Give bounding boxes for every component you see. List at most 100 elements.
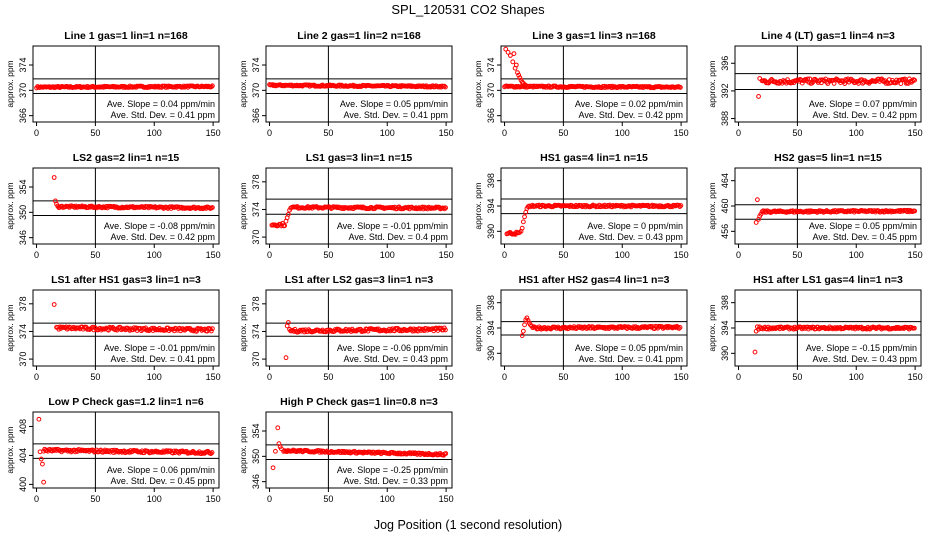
- x-tick-label: 50: [558, 372, 568, 382]
- data-point: [443, 327, 448, 333]
- x-tick-label: 100: [615, 250, 630, 260]
- data-point: [754, 324, 760, 330]
- slope-annotation: Ave. Slope = -0.15 ppm/min: [806, 343, 917, 353]
- data-point: [40, 461, 45, 467]
- panel-8: HS2 gas=5 lin=1 n=15 0 50 100 150 456 460 464ap…: [707, 152, 923, 260]
- data-point: [676, 326, 682, 331]
- y-axis-label: approx. ppm: [707, 304, 717, 351]
- data-point: [524, 315, 530, 321]
- slope-annotation: Ave. Slope = 0.06 ppm/min: [107, 465, 215, 475]
- data-point: [51, 302, 57, 307]
- slope-annotation: Ave. Slope = -0.01 ppm/min: [104, 343, 215, 353]
- x-tick-label: 50: [323, 372, 333, 382]
- x-tick-label: 0: [502, 250, 507, 260]
- x-tick-label: 150: [206, 250, 221, 260]
- x-axis-title: Jog Position (1 second resolution): [373, 518, 563, 532]
- y-tick-label: 370: [251, 230, 261, 245]
- data-point: [901, 77, 907, 83]
- data-point: [834, 325, 840, 330]
- y-axis-label: approx. ppm: [5, 426, 15, 473]
- y-tick-label: 374: [251, 202, 261, 217]
- y-axis-label: approx. ppm: [238, 182, 248, 229]
- x-tick-label: 0: [736, 250, 741, 260]
- x-tick-label: 0: [267, 494, 272, 504]
- data-point: [503, 46, 509, 52]
- std-dev-annotation: Ave. Std. Dev. = 0.42 ppm: [579, 110, 683, 120]
- y-tick-label: 378: [251, 296, 261, 311]
- slope-annotation: Ave. Slope = 0.05 ppm/min: [340, 99, 448, 109]
- data-point: [152, 83, 158, 89]
- panel-title: Line 2 gas=1 lin=2 n=168: [297, 30, 421, 42]
- data-point: [315, 204, 320, 210]
- data-point: [510, 59, 516, 65]
- std-dev-annotation: Ave. Std. Dev. = 0.41 ppm: [579, 354, 683, 364]
- panel-title: HS1 after HS2 gas=4 lin=1 n=3: [519, 274, 670, 286]
- y-tick-label: 394: [486, 320, 496, 335]
- data-point: [678, 203, 684, 208]
- x-tick-label: 50: [90, 494, 100, 504]
- panel-10: LS1 after LS2 gas=3 lin=1 n=3 0 50 100 150 37…: [238, 274, 454, 382]
- data-point: [321, 449, 327, 454]
- slope-annotation: Ave. Slope = 0.04 ppm/min: [107, 99, 215, 109]
- y-tick-label: 370: [18, 352, 28, 367]
- x-tick-label: 150: [674, 372, 689, 382]
- x-tick-label: 150: [674, 128, 689, 138]
- std-dev-annotation: Ave. Std. Dev. = 0.43 ppm: [344, 354, 448, 364]
- y-tick-label: 398: [720, 295, 730, 310]
- data-point: [273, 448, 278, 454]
- data-point: [505, 49, 511, 55]
- data-point: [602, 85, 608, 90]
- data-point: [391, 205, 397, 211]
- data-point: [412, 206, 418, 211]
- data-point: [526, 203, 532, 209]
- data-point: [912, 208, 918, 214]
- data-point: [519, 333, 525, 339]
- y-tick-label: 354: [18, 179, 28, 194]
- panel-frame: [734, 45, 922, 123]
- panel-title: HS1 gas=4 lin=1 n=15: [540, 152, 648, 164]
- data-point: [323, 449, 329, 455]
- std-dev-annotation: Ave. Std. Dev. = 0.42 ppm: [813, 110, 917, 120]
- panel-frame: [265, 167, 453, 245]
- x-tick-label: 0: [267, 128, 272, 138]
- y-tick-label: 370: [18, 83, 28, 98]
- data-point: [752, 349, 758, 355]
- y-tick-label: 398: [486, 173, 496, 188]
- data-point: [520, 328, 526, 334]
- y-axis-label: approx. ppm: [5, 60, 15, 107]
- data-point: [283, 355, 289, 361]
- y-tick-label: 398: [486, 295, 496, 310]
- data-point: [327, 82, 333, 88]
- x-tick-label: 0: [34, 372, 39, 382]
- x-tick-label: 100: [615, 372, 630, 382]
- panel-title: Low P Check gas=1.2 lin=1 n=6: [48, 396, 203, 408]
- data-point: [411, 451, 417, 457]
- data-point: [634, 326, 640, 331]
- data-point: [768, 325, 774, 331]
- y-tick-label: 394: [486, 198, 496, 213]
- y-tick-label: 464: [720, 173, 730, 188]
- data-point: [422, 452, 427, 458]
- x-tick-label: 100: [380, 372, 395, 382]
- data-point: [443, 451, 449, 456]
- x-tick-label: 0: [267, 372, 272, 382]
- data-point: [641, 325, 647, 330]
- panel-frame: [32, 167, 220, 245]
- data-point: [342, 450, 348, 456]
- y-tick-label: 370: [251, 83, 261, 98]
- x-tick-label: 150: [206, 372, 221, 382]
- y-tick-label: 388: [720, 111, 730, 126]
- x-tick-label: 50: [90, 250, 100, 260]
- data-point: [37, 449, 43, 455]
- data-point: [77, 447, 83, 453]
- panel-frame: [32, 45, 220, 123]
- data-point: [880, 78, 886, 83]
- y-axis-label: approx. ppm: [473, 182, 483, 229]
- std-dev-annotation: Ave. Std. Dev. = 0.4 ppm: [349, 232, 448, 242]
- x-tick-label: 0: [502, 372, 507, 382]
- data-point: [807, 76, 813, 82]
- data-point: [210, 205, 215, 210]
- x-tick-label: 0: [34, 494, 39, 504]
- y-tick-label: 408: [18, 419, 28, 434]
- y-axis-label: approx. ppm: [5, 182, 15, 229]
